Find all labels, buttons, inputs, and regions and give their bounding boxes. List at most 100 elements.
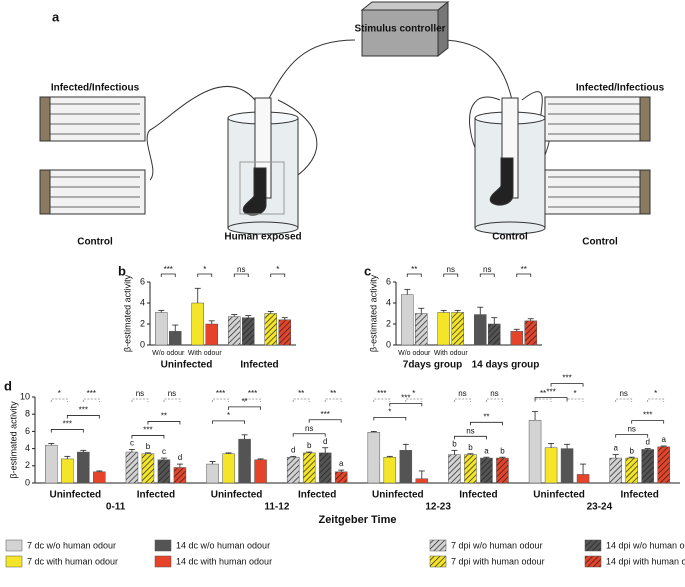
significance-bracket (147, 421, 181, 425)
error-bar (245, 315, 252, 318)
bar (206, 463, 219, 484)
bar (528, 419, 542, 484)
bar (125, 451, 139, 484)
significance-bracket (50, 429, 84, 433)
bar (415, 478, 429, 484)
group-letter: a (613, 444, 618, 453)
significance-label: ns (237, 265, 245, 274)
error-bar (418, 307, 425, 314)
legend-label: 7 dc with human odour (27, 556, 118, 566)
significance-label: ** (241, 397, 247, 406)
bar (228, 316, 241, 346)
significance-bracket (131, 398, 149, 402)
rack-label: Control (582, 237, 618, 248)
bar (61, 458, 74, 484)
bar (560, 448, 574, 484)
bar (544, 447, 558, 484)
x-tick-label: Uninfected (372, 490, 424, 501)
y-axis-label: β-estimated activity (368, 274, 378, 352)
significance-bracket (212, 398, 229, 402)
significance-label: ** (483, 412, 489, 421)
significance-label: ns (458, 389, 466, 398)
legend-swatch (154, 555, 172, 568)
significance-label: ns (447, 265, 455, 274)
significance-bracket (534, 397, 568, 401)
significance-bracket (454, 435, 487, 440)
group-letter: d (323, 437, 327, 446)
bar (480, 457, 493, 484)
x-tick-label: Uninfected (211, 490, 263, 501)
pair-label: With odour (434, 350, 469, 357)
significance-label: * (227, 411, 230, 420)
significance-label: ns (627, 425, 635, 434)
significance-label: ns (490, 389, 498, 398)
significance-label: *** (164, 265, 173, 274)
significance-label: * (412, 389, 415, 398)
significance-bracket (479, 273, 495, 277)
error-bar (564, 443, 571, 449)
error-bar (532, 411, 539, 421)
bar (448, 454, 461, 484)
group-letter: d (291, 445, 295, 454)
significance-bracket (389, 403, 423, 407)
significance-label: ns (466, 426, 474, 435)
group-letter: b (452, 439, 457, 448)
legend-label: 7 dpi with human odour (451, 556, 545, 566)
group-label: Uninfected (161, 360, 213, 371)
significance-label: ns (305, 424, 313, 433)
group-letter: b (468, 443, 473, 452)
error-bar (644, 448, 651, 450)
significance-bracket (470, 421, 503, 426)
significance-bracket (615, 398, 633, 402)
x-tick-label: Infected (621, 490, 659, 501)
bar (173, 467, 187, 484)
bar (510, 331, 523, 346)
bar (45, 444, 58, 484)
significance-label: *** (562, 374, 571, 383)
y-tick-label: 6 (140, 276, 145, 286)
significance-bracket (212, 420, 245, 424)
bar (367, 432, 381, 484)
significance-label: ** (411, 265, 417, 274)
y-tick-label: 2 (140, 318, 145, 328)
significance-label: *** (401, 394, 410, 403)
significance-bracket (197, 273, 213, 277)
pair-label: W/o odour (152, 350, 185, 357)
error-bar (322, 447, 329, 453)
error-bar (338, 469, 345, 472)
error-bar (281, 317, 288, 320)
cylinder-left (227, 97, 299, 235)
rack (39, 96, 651, 215)
group-label: Infected (240, 360, 278, 371)
bar (238, 438, 251, 484)
error-bar (96, 470, 103, 472)
cylinder-label: Control (492, 232, 528, 243)
x-tick-label: Uninfected (533, 490, 585, 501)
significance-bracket (131, 435, 165, 439)
error-bar (527, 318, 534, 321)
group-letter: a (484, 446, 489, 455)
wire (277, 99, 318, 176)
x-group-label: 11-12 (264, 502, 289, 513)
significance-label: ** (161, 412, 167, 421)
legend-swatch (584, 539, 602, 552)
bar (657, 446, 670, 484)
legend-label: 7 dc w/o human odour (27, 540, 116, 550)
error-bar (209, 461, 216, 465)
error-bar (467, 453, 474, 455)
bar (415, 313, 428, 346)
bar (524, 320, 537, 346)
significance-label: *** (216, 389, 225, 398)
x-tick-label: Infected (459, 490, 497, 501)
significance-bracket (292, 398, 310, 402)
significance-bracket (373, 417, 407, 421)
group-letter: b (500, 446, 505, 455)
significance-bracket (631, 420, 665, 424)
pair-label: W/o odour (398, 350, 431, 357)
bar (576, 474, 590, 484)
box-front (361, 9, 439, 57)
error-bar (370, 430, 377, 433)
legend-swatch (429, 555, 447, 568)
error-bar (194, 287, 201, 303)
error-bar (158, 309, 165, 313)
